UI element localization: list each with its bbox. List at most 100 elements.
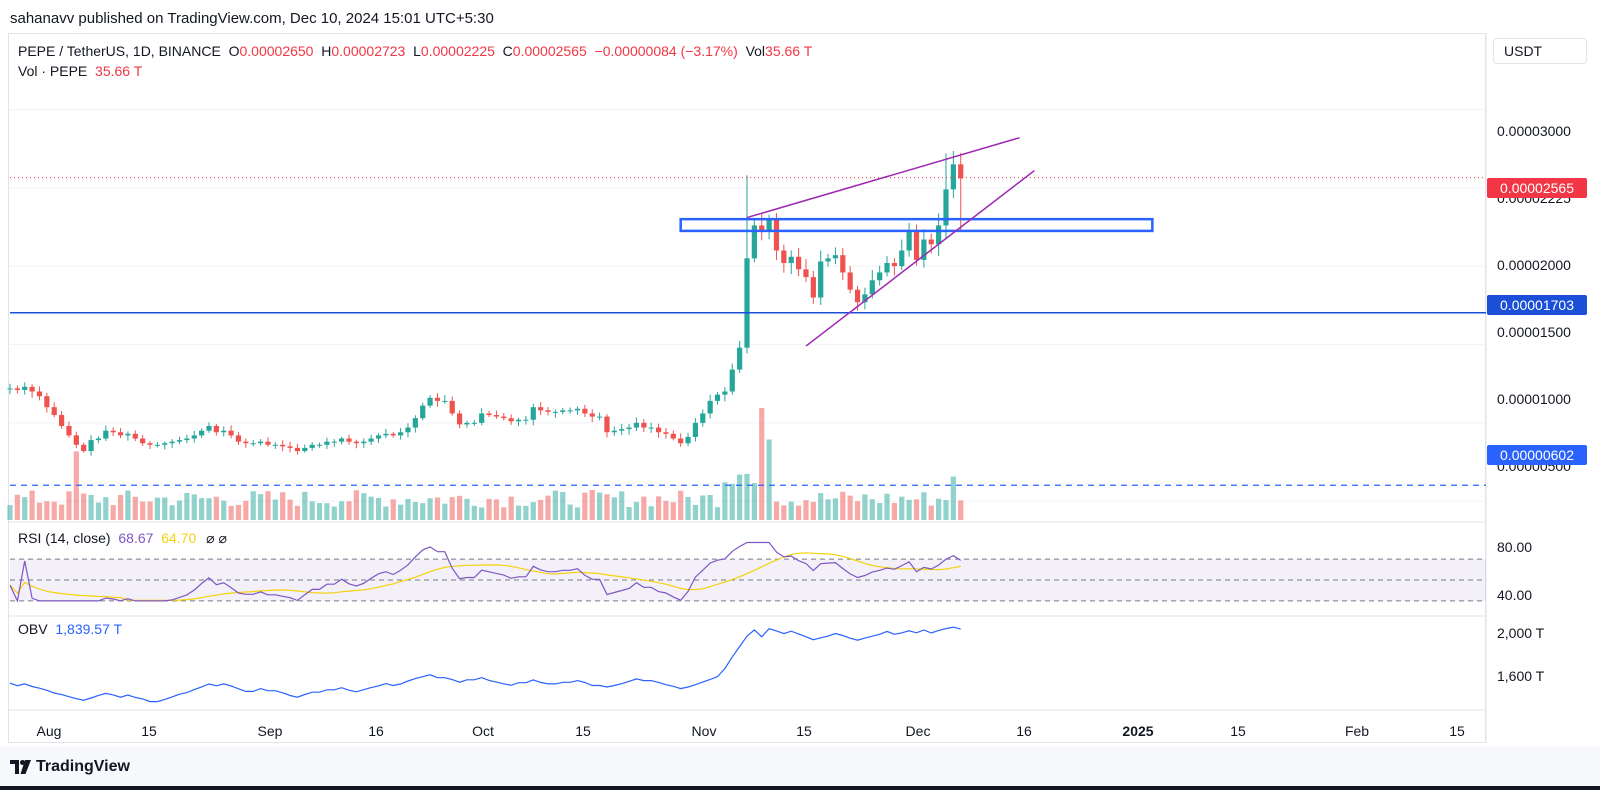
candle-body: [66, 425, 72, 436]
volume-bar: [88, 495, 94, 520]
volume-bar: [427, 498, 433, 520]
candle-body: [176, 440, 183, 442]
candle-body: [309, 444, 315, 448]
volume-bar: [773, 501, 780, 520]
volume-bar: [884, 493, 890, 520]
volume-bar: [552, 490, 558, 520]
candle-body: [29, 386, 35, 392]
candle-body: [714, 394, 721, 401]
candle-body: [257, 441, 264, 444]
candle-body: [442, 400, 448, 402]
x-axis-label: 15: [575, 723, 591, 739]
candle-body: [383, 433, 389, 436]
candle-body: [147, 443, 153, 445]
volume-bar: [265, 491, 271, 520]
candle-body: [95, 438, 102, 441]
candle-body: [589, 413, 595, 417]
volume-bar: [125, 490, 131, 520]
x-axis-label: Dec: [905, 723, 931, 739]
candle-body: [154, 444, 160, 446]
volume-bar: [147, 501, 153, 520]
bottom-edge: [0, 786, 1600, 790]
volume-bar: [442, 503, 448, 520]
volume-bar: [117, 494, 124, 520]
candle-body: [766, 219, 772, 232]
volume-bar: [110, 505, 116, 520]
volume-bar: [29, 490, 35, 520]
volume-bar: [523, 505, 529, 520]
volume-bar: [847, 495, 853, 520]
candle-body: [479, 413, 485, 423]
volume-bar: [154, 497, 160, 520]
candle-body: [906, 231, 912, 251]
candle-body: [206, 425, 212, 431]
candle-body: [633, 422, 640, 428]
candle-body: [891, 263, 897, 267]
candle-body: [58, 415, 65, 426]
volume-bar: [302, 491, 308, 520]
rsi-legend[interactable]: RSI (14, close) 68.67 64.70 ⌀ ⌀: [18, 530, 227, 547]
volume-bar: [840, 491, 846, 520]
volume-bar: [707, 495, 713, 520]
volume-bar: [412, 501, 418, 520]
candle-body: [626, 427, 632, 430]
candle-body: [840, 255, 846, 273]
candle-body: [353, 441, 359, 444]
candle-body: [162, 443, 168, 445]
candle-body: [611, 430, 617, 433]
volume-bar: [854, 501, 861, 520]
volume-bar: [257, 494, 264, 520]
volume-bar: [582, 492, 588, 520]
candle-body: [913, 231, 920, 260]
volume-bar: [906, 499, 912, 520]
x-axis-label: 15: [796, 723, 812, 739]
volume-bar: [626, 507, 632, 520]
last-price-tag: 0.00002565: [1487, 178, 1587, 198]
candle-body: [110, 430, 116, 433]
candle-body: [936, 225, 942, 245]
currency-button[interactable]: USDT: [1493, 38, 1587, 64]
candle-body: [501, 416, 507, 419]
volume-bar: [464, 498, 470, 520]
volume-bar: [574, 507, 581, 520]
volume-bar: [375, 497, 382, 520]
symbol-name[interactable]: PEPE / TetherUS, 1D, BINANCE: [18, 43, 221, 59]
volume-bar: [280, 492, 286, 520]
obv-legend[interactable]: OBV 1,839.57 T: [18, 621, 122, 637]
vol-value: 35.66 T: [765, 43, 813, 59]
volume-bar: [449, 497, 455, 520]
candle-body: [877, 272, 883, 281]
candle-body: [729, 369, 735, 392]
candle-body: [825, 258, 831, 262]
open-value: 0.00002650: [239, 43, 314, 59]
candle-body: [670, 433, 676, 439]
candle-body: [560, 410, 566, 412]
volume-bar: [597, 492, 603, 520]
candle-body: [641, 422, 647, 428]
candle-body: [751, 225, 757, 259]
candle-body: [958, 164, 964, 179]
candle-body: [781, 250, 787, 264]
x-axis-label: Nov: [691, 723, 717, 739]
volume-bar: [700, 495, 706, 520]
volume-bar: [132, 496, 138, 520]
candle-body: [280, 444, 286, 447]
volume-bar: [530, 502, 536, 520]
obv-axis-label: 1,600 T: [1497, 668, 1545, 684]
candle-body: [117, 432, 124, 436]
volume-legend[interactable]: Vol · PEPE 35.66 T: [18, 63, 142, 79]
candle-body: [398, 432, 404, 436]
candle-body: [847, 272, 853, 290]
volume-bar: [803, 500, 809, 520]
tradingview-logo[interactable]: TradingView: [10, 758, 130, 776]
volume-bar: [685, 496, 691, 520]
volume-legend-value: 35.66 T: [95, 63, 143, 79]
symbol-legend: PEPE / TetherUS, 1D, BINANCE O0.00002650…: [18, 43, 812, 59]
volume-bar: [508, 496, 514, 520]
candle-body: [515, 419, 522, 422]
candle-body: [339, 438, 345, 442]
volume-bar: [928, 505, 934, 520]
volume-bar: [501, 507, 507, 520]
volume-bar: [604, 494, 610, 520]
